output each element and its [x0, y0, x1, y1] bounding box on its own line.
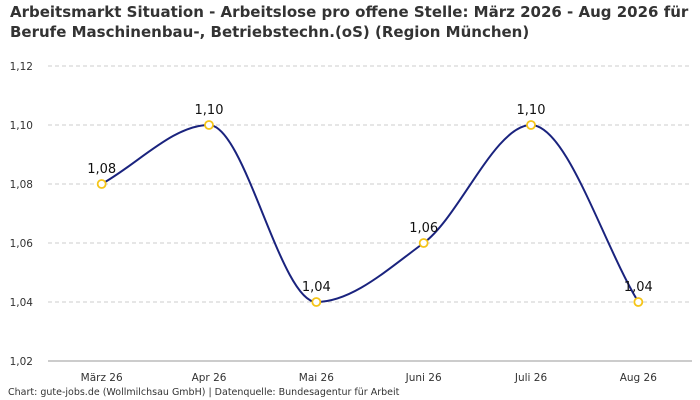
y-tick-label: 1,02 — [10, 356, 33, 368]
data-labels: 1,08 1,10 1,04 1,06 1,10 1,04 — [87, 103, 653, 295]
data-label: 1,04 — [624, 280, 653, 295]
x-tick-label: Juli 26 — [514, 372, 548, 384]
data-point — [526, 120, 536, 130]
data-points — [96, 120, 644, 307]
data-label: 1,06 — [409, 221, 438, 236]
y-tick-label: 1,08 — [10, 179, 33, 191]
data-point — [204, 120, 214, 130]
y-axis-ticks: 1,02 1,04 1,06 1,08 1,10 1,12 — [10, 61, 34, 368]
data-label: 1,10 — [517, 103, 546, 118]
x-tick-label: März 26 — [81, 372, 123, 384]
data-label: 1,08 — [87, 162, 116, 177]
data-point — [418, 238, 429, 248]
data-point — [311, 297, 322, 307]
x-axis-ticks: März 26 Apr 26 Mai 26 Juni 26 Juli 26 Aug 26 — [81, 372, 658, 384]
data-label: 1,10 — [195, 103, 224, 118]
y-tick-label: 1,06 — [10, 238, 34, 250]
gridlines — [48, 65, 692, 362]
data-point — [96, 179, 107, 189]
chart-title: Arbeitsmarkt Situation - Arbeitslose pro… — [10, 3, 689, 41]
y-tick-label: 1,12 — [10, 61, 33, 73]
x-tick-label: Mai 26 — [299, 372, 334, 384]
x-tick-label: Juni 26 — [405, 372, 442, 384]
data-point — [633, 297, 644, 307]
y-tick-label: 1,04 — [10, 297, 34, 309]
y-tick-label: 1,10 — [10, 120, 33, 132]
series-line-group — [101, 123, 640, 304]
x-tick-label: Apr 26 — [192, 372, 227, 384]
data-label: 1,04 — [302, 280, 331, 295]
chart-source-footer: Chart: gute-jobs.de (Wollmilchsau GmbH) … — [8, 387, 400, 398]
x-tick-label: Aug 26 — [620, 372, 658, 384]
series-line — [101, 123, 640, 304]
